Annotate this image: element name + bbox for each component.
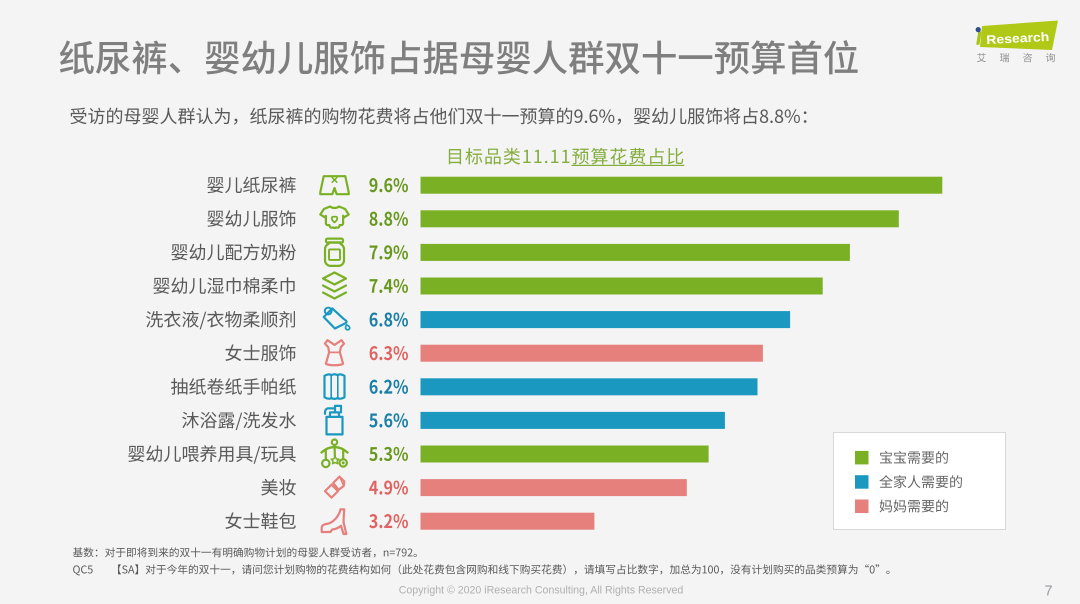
svg-text:Copyright © 2020 iResearch Con: Copyright © 2020 iResearch Consulting, A… bbox=[399, 585, 684, 597]
svg-text:Research: Research bbox=[986, 30, 1050, 47]
svg-text:7: 7 bbox=[1044, 584, 1052, 600]
